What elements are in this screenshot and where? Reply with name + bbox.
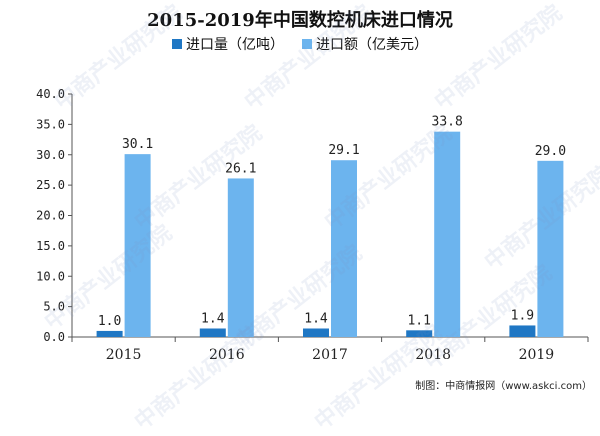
data-label-series-1: 29.1	[328, 143, 359, 158]
bar-series-1	[537, 160, 564, 337]
x-tick-label: 2018	[415, 347, 451, 363]
bar-series-1	[331, 160, 357, 337]
y-tick-label: 35.0	[36, 117, 65, 131]
y-tick-label: 15.0	[36, 239, 65, 253]
y-tick-label: 30.0	[36, 148, 65, 162]
legend-label-series-1: 进口额（亿美元）	[316, 37, 428, 53]
data-label-series-1: 26.1	[225, 161, 256, 176]
x-tick-label: 2017	[312, 347, 348, 363]
y-tick-label: 25.0	[36, 178, 65, 192]
y-tick-label: 0.0	[43, 330, 65, 344]
legend-label-series-0: 进口量（亿吨）	[186, 37, 284, 53]
legend: 进口量（亿吨） 进口额（亿美元）	[0, 34, 600, 54]
data-label-series-0: 1.4	[304, 311, 328, 326]
y-tick-label: 20.0	[36, 209, 65, 223]
bar-series-0	[303, 328, 329, 337]
source-note: 制图：中商情报网（www.askci.com）	[415, 381, 592, 392]
chart-title: 2015-2019年中国数控机床进口情况	[147, 10, 453, 31]
bar-series-1	[434, 131, 461, 337]
data-label-series-1: 33.8	[432, 115, 463, 130]
legend-item-series-1: 进口额（亿美元）	[302, 34, 428, 54]
bar-series-0	[509, 325, 536, 337]
legend-swatch-series-1	[302, 39, 312, 49]
data-label-series-0: 1.9	[511, 308, 534, 323]
data-label-series-1: 29.0	[535, 144, 566, 159]
bar-series-1	[227, 178, 254, 337]
bar-series-1	[124, 154, 151, 337]
data-label-series-1: 30.1	[122, 137, 153, 152]
y-tick-label: 10.0	[36, 269, 65, 283]
legend-swatch-series-0	[172, 39, 182, 49]
plot-area: 0.0 5.0 10.0 15.0 20.0 25.0 30.0 35.0 40.0 1.0 30.…	[36, 87, 589, 363]
x-tick-label: 2016	[209, 347, 245, 363]
bar-series-0	[199, 328, 226, 337]
data-label-series-0: 1.1	[407, 313, 430, 328]
y-tick-label: 5.0	[43, 300, 65, 314]
bar-series-0	[406, 330, 433, 337]
data-label-series-0: 1.4	[201, 311, 225, 326]
legend-item-series-0: 进口量（亿吨）	[172, 34, 284, 54]
y-tick-label: 40.0	[36, 87, 65, 101]
x-tick-label: 2015	[106, 347, 142, 363]
data-label-series-0: 1.0	[98, 314, 121, 329]
bar-series-0	[96, 330, 123, 337]
x-tick-label: 2019	[519, 347, 555, 363]
